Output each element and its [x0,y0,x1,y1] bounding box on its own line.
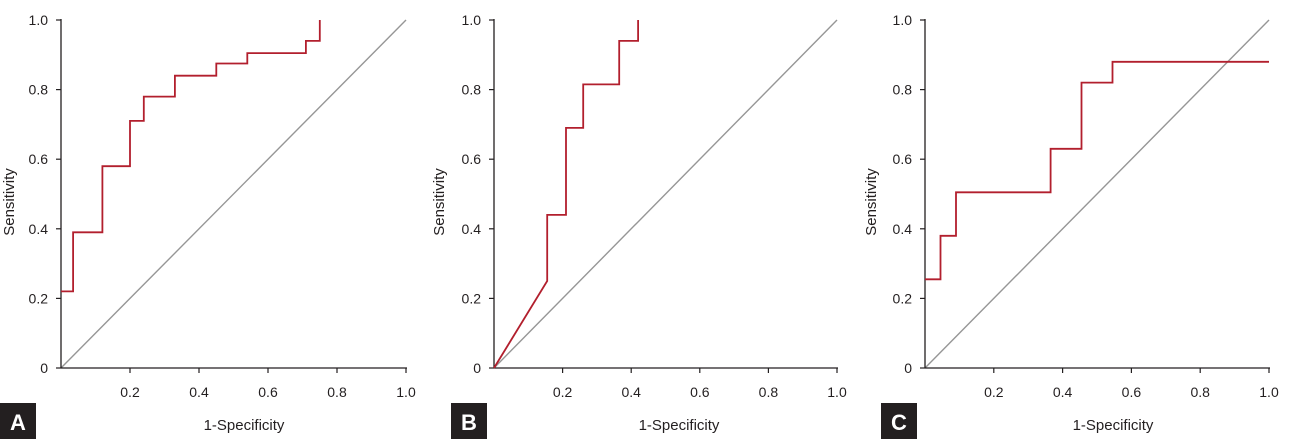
y-tick-label: 0.8 [893,82,913,98]
y-tick-label: 0.2 [462,290,482,306]
y-tick-label: 0 [473,360,481,376]
panel-label-letter: C [891,410,907,435]
y-tick-label: 0.2 [29,290,49,306]
y-tick-label: 0 [40,360,48,376]
roc-panel-b: 0 0.2 0.4 0.6 0.8 1.0 0.2 0.4 0.6 0.8 1.0 1-Specifi… [431,12,847,439]
x-tick-label: 0.4 [1053,384,1073,400]
x-tick-label: 0.6 [1122,384,1142,400]
x-tick-label: 0.4 [621,384,641,400]
x-tick-label: 0.6 [258,384,278,400]
roc-curve-line [493,20,639,369]
y-tick-label: 0.6 [893,151,913,167]
panel-label-badge [881,403,917,439]
y-tick-label: 0.8 [462,82,482,98]
x-axis-title: 1-Specificity [1073,417,1154,434]
x-tick-label: 1.0 [396,384,416,400]
y-axis-title: Sensitivity [1,168,18,236]
y-tick-label: 0.4 [462,221,482,237]
x-tick-label: 0.8 [1190,384,1210,400]
y-tick-label: 0.4 [893,221,913,237]
x-tick-label: 0.2 [984,384,1004,400]
panel-label-badge [0,403,36,439]
x-tick-label: 1.0 [827,384,847,400]
roc-curve-line [925,60,1269,281]
x-tick-label: 0.2 [553,384,573,400]
y-tick-label: 0.8 [29,82,49,98]
y-tick-label: 0.4 [29,221,49,237]
y-axis-title: Sensitivity [431,168,448,236]
y-tick-label: 1.0 [893,12,913,28]
x-tick-label: 1.0 [1259,384,1279,400]
y-tick-label: 1.0 [462,12,482,28]
y-tick-label: 0 [904,360,912,376]
reference-diagonal-line [60,19,407,369]
x-tick-label: 0.6 [690,384,710,400]
roc-panel-a: 0 0.2 0.4 0.6 0.8 1.0 0.2 0.4 0.6 0.8 1.0 1-Specifi… [0,12,416,439]
y-tick-label: 0.6 [29,151,49,167]
panel-label-letter: B [461,410,477,435]
roc-curve-line [61,20,321,293]
panel-label-letter: A [10,410,26,435]
panel-label-badge [451,403,487,439]
x-axis-title: 1-Specificity [639,417,720,434]
x-tick-label: 0.4 [189,384,209,400]
y-tick-label: 0.2 [893,290,913,306]
reference-diagonal-line [493,19,838,369]
y-tick-label: 1.0 [29,12,49,28]
roc-panel-c: 0 0.2 0.4 0.6 0.8 1.0 0.2 0.4 0.6 0.8 1.0 1-Specifi… [863,12,1279,439]
y-axis-title: Sensitivity [863,168,880,236]
x-axis-title: 1-Specificity [204,417,285,434]
y-tick-label: 0.6 [462,151,482,167]
x-tick-label: 0.8 [759,384,779,400]
x-tick-label: 0.2 [120,384,140,400]
x-tick-label: 0.8 [327,384,347,400]
reference-diagonal-line [924,19,1270,369]
